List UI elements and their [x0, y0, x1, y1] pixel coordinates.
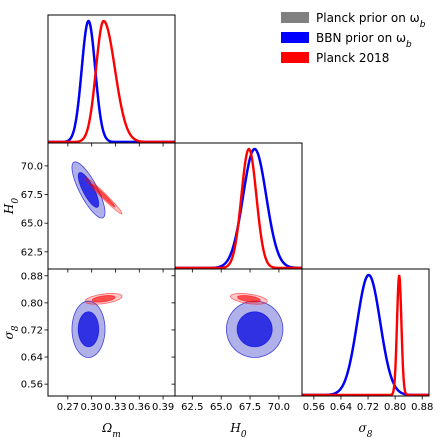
y-axis-label-h0: H0: [2, 198, 21, 215]
x-tick-label-om: 0.30: [81, 402, 103, 413]
y-tick-label-s8: 0.88: [21, 271, 43, 282]
x-tick-label-h0: 70.0: [268, 402, 290, 413]
x-tick-label-om: 0.27: [57, 402, 79, 413]
marginal-curve-series-0: [302, 273, 429, 396]
contour-panel-om-h0: [71, 161, 123, 219]
y-axis-label-s8: σ8: [2, 325, 21, 339]
x-tick-label-s8: 0.56: [303, 402, 325, 413]
y-tick-label-s8: 0.80: [21, 298, 43, 309]
contour-panel-om-s8: [71, 293, 123, 358]
x-tick-label-h0: 65.0: [210, 402, 232, 413]
marginal-curve-series-1: [48, 19, 175, 143]
x-tick-label-om: 0.33: [104, 402, 126, 413]
legend-label-series-2: Planck 2018: [316, 51, 389, 65]
panel-frame-2-2: [301, 268, 430, 397]
y-tick-label-s8: 0.64: [21, 353, 43, 364]
marginal-panel-s8: [302, 273, 429, 396]
x-tick-label-om: 0.36: [128, 402, 150, 413]
x-axis-label-om: Ωm: [101, 421, 121, 440]
panels-layer: 0.27 0.30 0.33 0.36 0.39 62.5 65.0 67.5 70.0 0.56…: [2, 14, 433, 440]
legend-label-series-1: BBN prior on ωb: [316, 31, 412, 50]
x-tick-label-s8: 0.64: [330, 402, 352, 413]
contour-inner-series-1: [77, 311, 100, 348]
x-axis-label-s8: σ8: [359, 421, 373, 440]
marginal-curve-series-0: [175, 147, 302, 269]
contour-panel-h0-s8: [225, 293, 284, 358]
legend-swatch-series-2: [281, 52, 309, 63]
x-tick-label-s8: 0.88: [411, 402, 433, 413]
marginal-curve-series-2: [175, 147, 302, 269]
y-tick-label-s8: 0.72: [21, 325, 43, 336]
contour-inner-series-2: [91, 183, 116, 208]
x-tick-label-s8: 0.72: [357, 402, 379, 413]
y-tick-label-h0: 67.5: [21, 190, 43, 201]
marginal-curve-series-1: [175, 147, 302, 269]
marginal-curve-series-1: [302, 273, 429, 396]
y-tick-label-h0: 62.5: [21, 247, 43, 258]
legend-swatch-series-0: [281, 12, 309, 23]
marginal-panel-om: [48, 19, 175, 143]
contour-inner-series-1: [77, 172, 100, 208]
y-tick-label-h0: 65.0: [21, 219, 43, 230]
contour-inner-series-2: [91, 295, 116, 303]
contour-inner-series-2: [237, 295, 261, 303]
x-tick-label-om: 0.39: [152, 402, 174, 413]
x-tick-label-s8: 0.80: [384, 402, 406, 413]
legend-swatch-series-1: [281, 32, 309, 43]
panel-frame-0-0: [47, 14, 176, 144]
marginal-panel-h0: [175, 147, 302, 269]
marginal-curve-series-2: [302, 274, 429, 396]
legend-label-series-0: Planck prior on ωb: [316, 11, 426, 30]
y-tick-label-s8: 0.56: [21, 380, 43, 391]
x-tick-label-h0: 67.5: [239, 402, 261, 413]
panel-frame-2-0: [47, 268, 176, 397]
marginal-curve-series-2: [48, 19, 175, 143]
y-tick-label-h0: 70.0: [21, 161, 43, 172]
contour-inner-series-1: [236, 311, 273, 348]
x-tick-label-h0: 62.5: [181, 402, 203, 413]
marginal-curve-series-0: [48, 19, 175, 143]
panel-frame-1-1: [174, 142, 303, 270]
x-axis-label-h0: H0: [229, 421, 246, 440]
